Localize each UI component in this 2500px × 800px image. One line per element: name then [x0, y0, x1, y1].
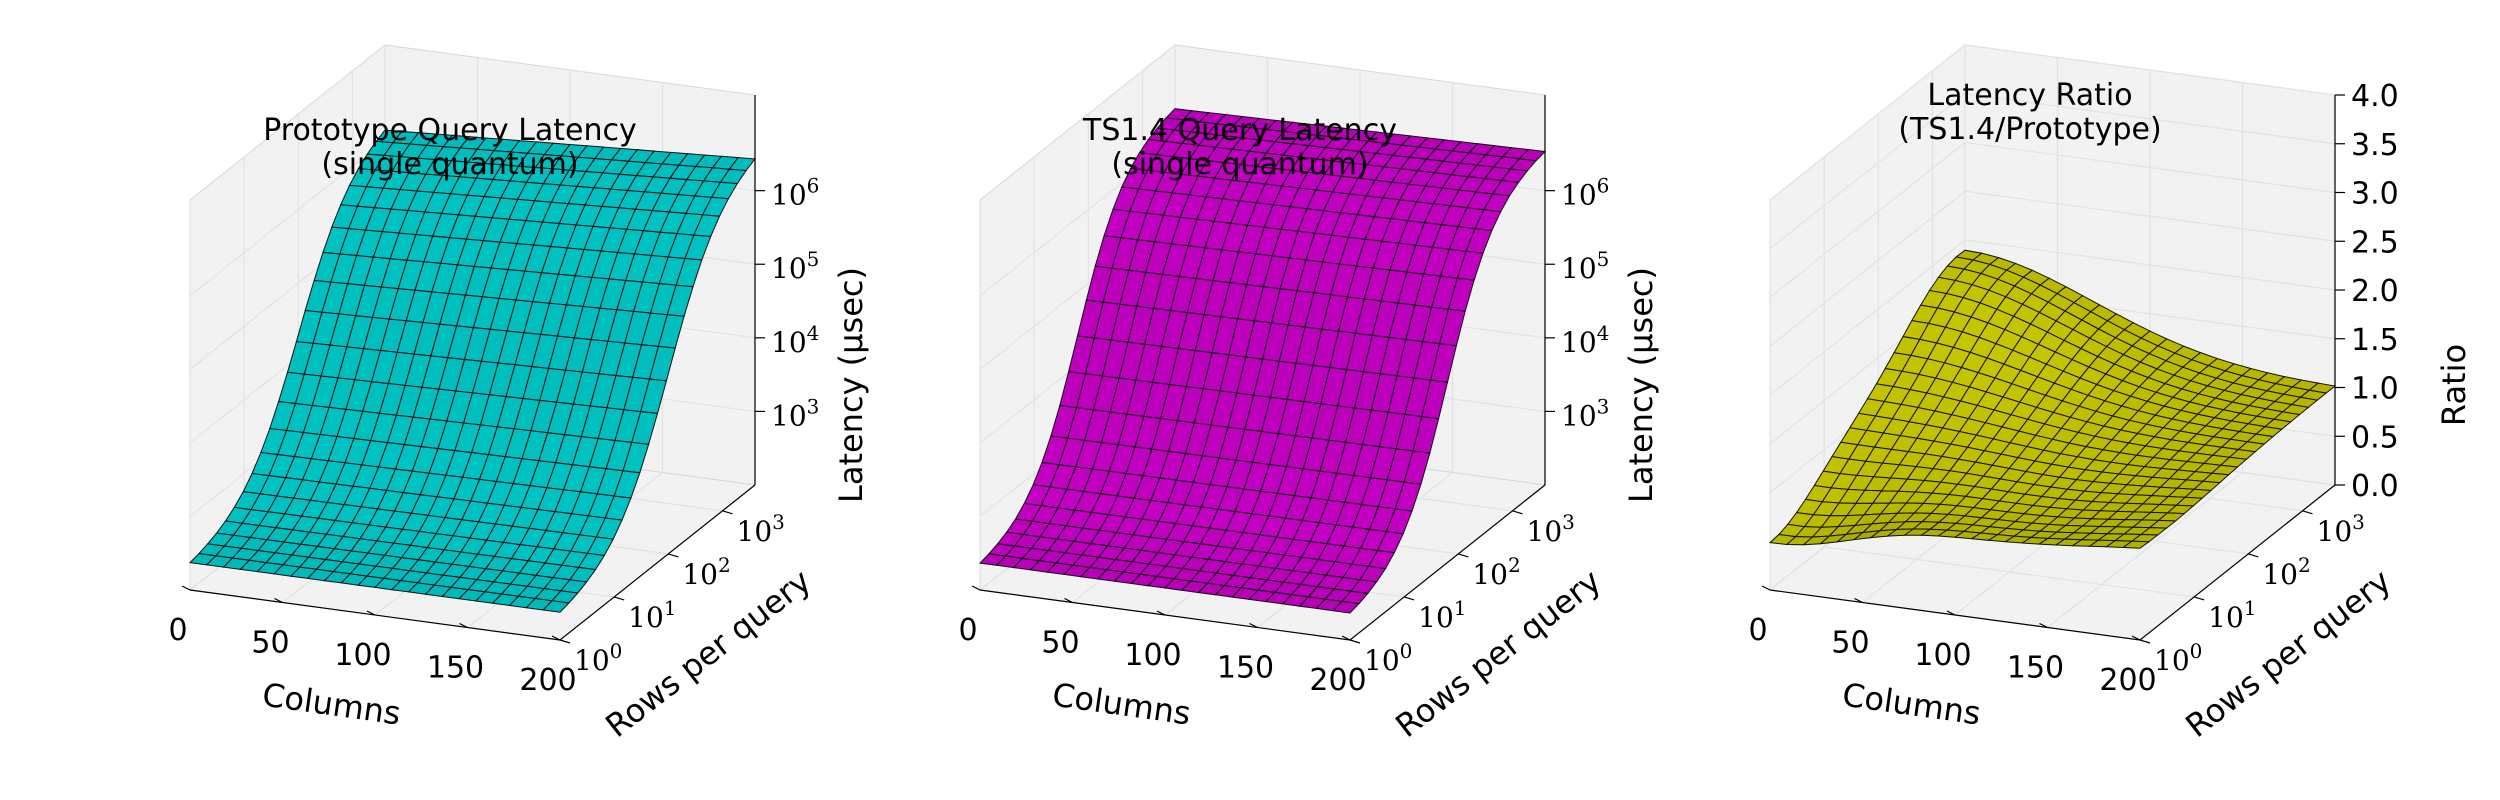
z-axis-label: Latency (μsec) [1622, 267, 1660, 503]
y-tick-label: 102 [682, 553, 730, 591]
z-tick-label: 2.0 [2351, 274, 2399, 309]
chart-subtitle: (single quantum) [321, 147, 578, 182]
x-tick-mark [1946, 610, 1956, 616]
y-tick-mark [2139, 639, 2151, 644]
x-tick-label: 0 [958, 613, 977, 648]
x-tick-mark [366, 610, 376, 616]
y-tick-label: 101 [1418, 596, 1466, 634]
z-tick-label: 105 [1561, 247, 1609, 285]
y-tick-mark [1512, 510, 1523, 515]
y-tick-label: 102 [1472, 553, 1520, 591]
x-tick-label: 100 [1124, 638, 1181, 673]
y-tick-label: 102 [2262, 553, 2310, 591]
surface-patch [542, 600, 570, 613]
chart-subtitle: (TS1.4/Prototype) [1898, 112, 2161, 147]
chart-ts14-latency: 0 50 100 150 200100101102103103104105106Colu… [958, 43, 1660, 745]
x-tick-label: 50 [251, 626, 289, 661]
y-tick-label: 103 [1527, 510, 1575, 548]
y-tick-label: 100 [2154, 639, 2202, 677]
z-tick-label: 103 [771, 394, 819, 432]
y-tick-mark [1403, 596, 1415, 601]
surface [978, 108, 1547, 614]
x-tick-label: 150 [427, 651, 484, 686]
y-tick-label: 103 [2317, 510, 2365, 548]
z-axis-label: Ratio [2435, 344, 2473, 426]
z-tick-label: 103 [1561, 394, 1609, 432]
x-tick-mark [1249, 622, 1258, 629]
chart-title: TS1.4 Query Latency [1082, 113, 1397, 148]
chart-title: Latency Ratio [1927, 78, 2132, 113]
z-tick-label: 0.5 [2351, 420, 2399, 455]
y-tick-mark [613, 596, 625, 601]
x-tick-mark [551, 635, 561, 641]
x-tick-label: 200 [1309, 663, 1366, 698]
x-tick-label: 200 [519, 663, 576, 698]
x-tick-mark [181, 585, 191, 591]
x-axis-label: Columns [1840, 676, 1983, 733]
x-tick-label: 200 [2099, 663, 2156, 698]
z-axis-label: Latency (μsec) [832, 267, 870, 503]
x-axis-label: Columns [1050, 676, 1193, 733]
surface [1768, 249, 2337, 549]
x-tick-label: 150 [1217, 651, 1274, 686]
x-tick-mark [1064, 597, 1073, 604]
x-tick-label: 0 [1748, 613, 1767, 648]
x-tick-mark [1156, 610, 1166, 616]
z-tick-label: 0.0 [2351, 469, 2399, 504]
z-tick-label: 105 [771, 247, 819, 285]
y-tick-mark [559, 639, 571, 644]
y-tick-label: 100 [1364, 639, 1412, 677]
y-tick-label: 101 [2208, 596, 2256, 634]
y-tick-label: 103 [737, 510, 785, 548]
z-tick-label: 106 [771, 174, 819, 212]
x-tick-mark [274, 597, 283, 604]
y-tick-label: 101 [628, 596, 676, 634]
x-tick-mark [971, 585, 981, 591]
surface-patch [2121, 540, 2151, 549]
z-tick-label: 3.5 [2351, 128, 2399, 163]
chart-latency-ratio: 0 50 100 150 2001001011021030.00.51.01.52.02… [1748, 43, 2473, 745]
x-tick-label: 150 [2007, 651, 2064, 686]
x-tick-mark [2039, 622, 2048, 629]
z-tick-label: 104 [771, 321, 819, 359]
y-tick-mark [1458, 553, 1469, 558]
z-tick-label: 2.5 [2351, 225, 2399, 260]
z-tick-label: 1.0 [2351, 372, 2399, 407]
y-tick-mark [722, 510, 733, 515]
x-tick-label: 100 [1914, 638, 1971, 673]
x-tick-mark [1761, 585, 1771, 591]
chart-subtitle: (single quantum) [1111, 147, 1368, 182]
y-tick-mark [2193, 596, 2205, 601]
x-tick-label: 50 [1041, 626, 1079, 661]
z-tick-label: 106 [1561, 174, 1609, 212]
y-tick-mark [2302, 510, 2313, 515]
y-tick-mark [2248, 553, 2259, 558]
y-tick-mark [1349, 639, 1361, 644]
x-tick-label: 0 [168, 613, 187, 648]
surface-patch [1332, 600, 1360, 614]
y-tick-label: 100 [574, 639, 622, 677]
z-tick-label: 1.5 [2351, 323, 2399, 358]
x-tick-mark [2131, 635, 2141, 641]
x-tick-mark [1854, 597, 1863, 604]
surface [188, 129, 756, 613]
x-tick-label: 100 [334, 638, 391, 673]
x-tick-mark [1341, 635, 1351, 641]
chart-prototype-latency: 0 50 100 150 200100101102103103104105106Colu… [168, 43, 870, 745]
x-tick-label: 50 [1831, 626, 1869, 661]
z-tick-label: 104 [1561, 321, 1609, 359]
chart-title: Prototype Query Latency [263, 113, 637, 148]
x-tick-mark [459, 622, 468, 629]
z-tick-label: 3.0 [2351, 177, 2399, 212]
x-axis-label: Columns [260, 676, 403, 733]
z-tick-label: 4.0 [2351, 79, 2399, 114]
y-tick-mark [668, 553, 679, 558]
